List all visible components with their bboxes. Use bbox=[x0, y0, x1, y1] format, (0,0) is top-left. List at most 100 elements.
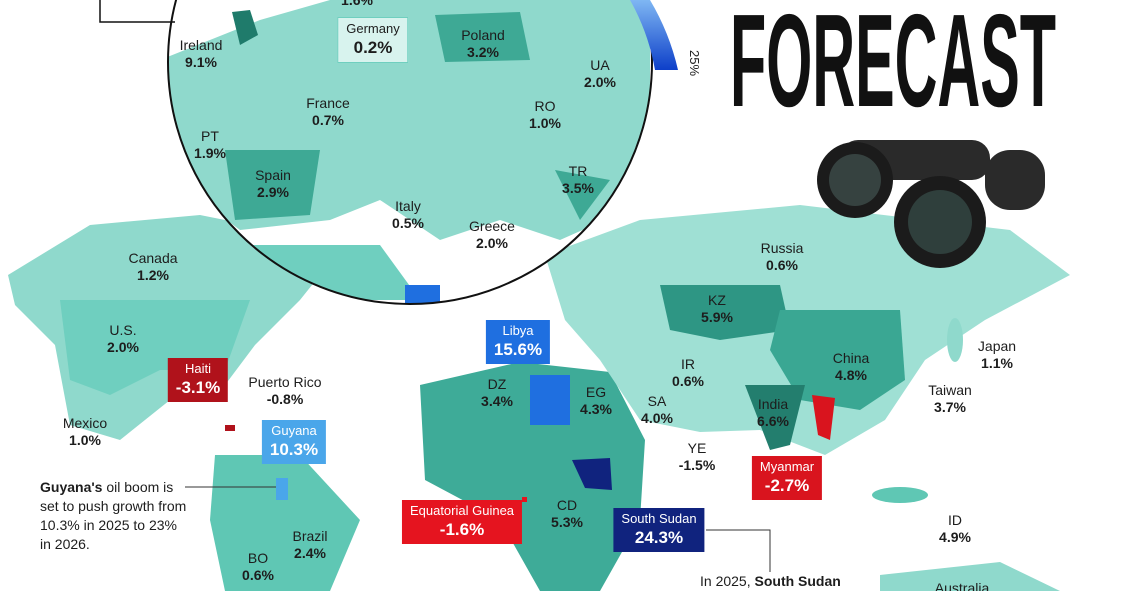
us-region bbox=[60, 300, 250, 395]
region-name: SA bbox=[647, 393, 667, 409]
region-value: -3.1% bbox=[175, 378, 221, 397]
region-value: 1.6% bbox=[341, 0, 373, 8]
region-name: Taiwan bbox=[928, 382, 972, 398]
indonesia bbox=[872, 487, 928, 503]
region-name: South Sudan bbox=[621, 511, 697, 526]
title: FORECAST bbox=[730, 0, 1056, 134]
region-label: EG 4.3% bbox=[580, 384, 612, 418]
africa bbox=[420, 362, 645, 591]
region-label: 1.6% bbox=[341, 0, 373, 9]
region-label: France 0.7% bbox=[306, 95, 350, 129]
region-label: Equatorial Guinea -1.6% bbox=[401, 500, 523, 544]
annotation-bold: Guyana's bbox=[40, 479, 103, 495]
region-value: 3.4% bbox=[481, 393, 513, 409]
region-value: 0.7% bbox=[312, 112, 344, 128]
region-label: Haiti -3.1% bbox=[167, 358, 229, 402]
region-name: China bbox=[832, 350, 870, 366]
region-value: 0.6% bbox=[672, 373, 704, 389]
japan bbox=[947, 318, 963, 362]
region-name: RO bbox=[534, 98, 556, 114]
leader-line bbox=[99, 0, 175, 23]
region-value: -1.5% bbox=[678, 457, 716, 473]
region-value: 1.2% bbox=[137, 267, 169, 283]
region-label: Australia bbox=[935, 580, 989, 591]
region-value: 3.7% bbox=[934, 399, 966, 415]
region-label: South Sudan 24.3% bbox=[613, 508, 705, 552]
annotation: In 2025, South Sudan bbox=[700, 572, 1000, 591]
libya-inset bbox=[405, 285, 440, 304]
region-label: TR 3.5% bbox=[562, 163, 594, 197]
scale-label: 25% bbox=[687, 50, 702, 76]
region-name: Italy bbox=[395, 198, 421, 214]
region-name: Spain bbox=[255, 167, 291, 183]
region-value: 2.4% bbox=[294, 545, 326, 561]
region-label: SA 4.0% bbox=[641, 393, 673, 427]
region-label: Greece 2.0% bbox=[469, 218, 515, 252]
region-label: India 6.6% bbox=[757, 396, 789, 430]
region-label: Canada 1.2% bbox=[128, 250, 177, 284]
region-label: BO 0.6% bbox=[242, 550, 274, 584]
south-america bbox=[210, 455, 360, 591]
region-value: 24.3% bbox=[634, 528, 684, 547]
region-label: Russia 0.6% bbox=[761, 240, 804, 274]
region-label: Ireland 9.1% bbox=[180, 37, 223, 71]
region-label: Spain 2.9% bbox=[255, 167, 291, 201]
spain bbox=[225, 150, 320, 220]
region-name: India bbox=[757, 396, 789, 412]
color-scale bbox=[630, 0, 678, 70]
region-name: Greece bbox=[469, 218, 515, 234]
region-value: 2.9% bbox=[257, 184, 289, 200]
region-value: 2.0% bbox=[584, 74, 616, 90]
region-value: 0.2% bbox=[353, 38, 393, 57]
region-value: 2.0% bbox=[107, 339, 139, 355]
region-label: ID 4.9% bbox=[939, 512, 971, 546]
region-label: Taiwan 3.7% bbox=[928, 382, 972, 416]
region-label: Puerto Rico -0.8% bbox=[248, 374, 321, 408]
region-name: YE bbox=[687, 440, 707, 456]
region-name: Germany bbox=[346, 21, 400, 36]
region-name: Japan bbox=[977, 338, 1017, 354]
region-label: IR 0.6% bbox=[672, 356, 704, 390]
eq-guinea bbox=[522, 497, 527, 502]
region-name: Guyana bbox=[271, 423, 317, 438]
myanmar bbox=[812, 395, 835, 440]
annotation-bold: South Sudan bbox=[754, 573, 841, 589]
region-name: IR bbox=[680, 356, 695, 372]
india bbox=[745, 385, 805, 450]
region-name: Russia bbox=[760, 240, 804, 256]
region-value: 1.1% bbox=[981, 355, 1013, 371]
region-name: Mexico bbox=[62, 415, 108, 431]
region-label: YE -1.5% bbox=[679, 440, 716, 474]
region-value: 1.0% bbox=[529, 115, 561, 131]
region-label: Myanmar -2.7% bbox=[751, 456, 823, 500]
region-value: -2.7% bbox=[764, 476, 810, 495]
region-label: Poland 3.2% bbox=[461, 27, 505, 61]
region-value: 6.6% bbox=[757, 413, 789, 429]
europe-inset bbox=[99, 0, 653, 305]
binoculars bbox=[817, 140, 1045, 268]
region-name: KZ bbox=[708, 292, 726, 308]
libya bbox=[530, 375, 570, 425]
region-value: 5.3% bbox=[551, 514, 583, 530]
region-value: 1.0% bbox=[69, 432, 101, 448]
region-label: China 4.8% bbox=[833, 350, 870, 384]
region-name: ID bbox=[947, 512, 962, 528]
region-label: CD 5.3% bbox=[551, 497, 583, 531]
region-name: BO bbox=[247, 550, 269, 566]
region-name: EG bbox=[585, 384, 607, 400]
central-asia bbox=[660, 285, 790, 340]
annotation: Guyana's oil boom is set to push growth … bbox=[40, 478, 190, 554]
region-value: 3.5% bbox=[562, 180, 594, 196]
region-value: 15.6% bbox=[493, 340, 543, 359]
region-name: TR bbox=[568, 163, 588, 179]
region-label: UA 2.0% bbox=[584, 57, 616, 91]
region-name: U.S. bbox=[109, 322, 137, 338]
region-name: Canada bbox=[128, 250, 178, 266]
guyana bbox=[276, 478, 288, 500]
region-value: 4.3% bbox=[580, 401, 612, 417]
region-value: 0.6% bbox=[242, 567, 274, 583]
region-name: PT bbox=[201, 128, 219, 144]
region-name: UA bbox=[590, 57, 610, 73]
region-value: 1.9% bbox=[194, 145, 226, 161]
